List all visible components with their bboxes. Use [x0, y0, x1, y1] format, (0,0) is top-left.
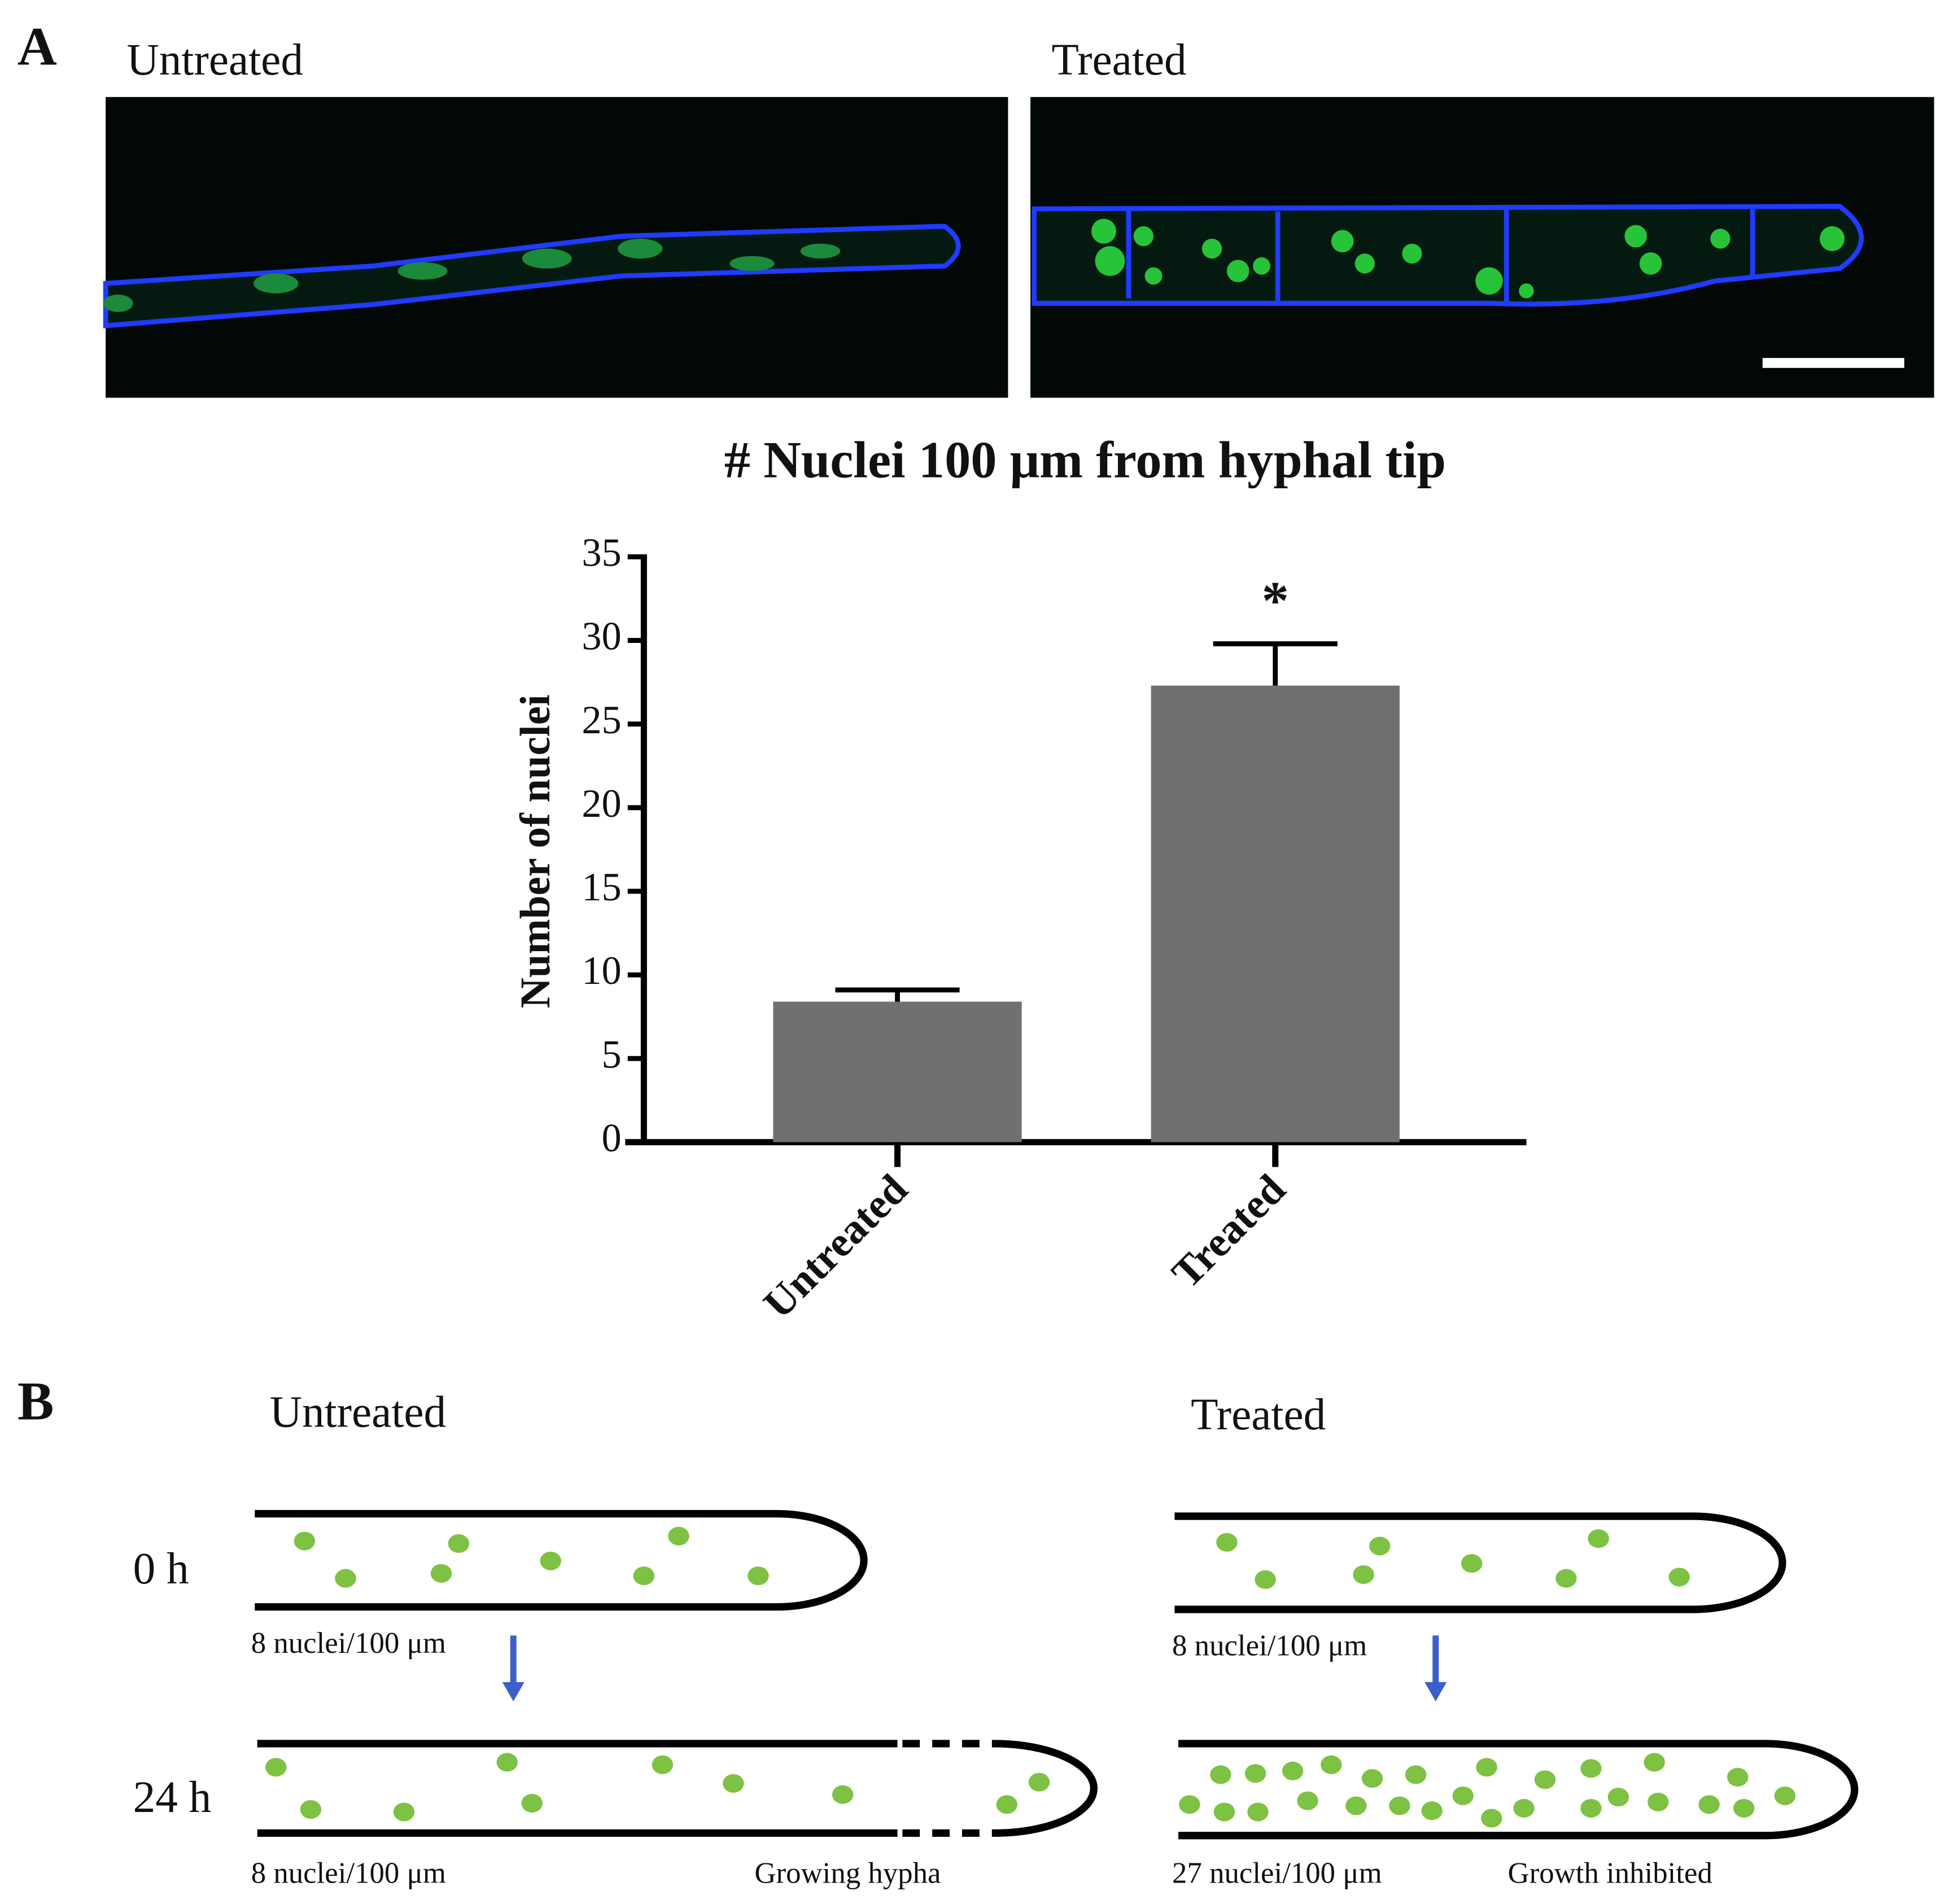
- bar-chart: 0 5 10 15 20 25 30 35 Untreated Treated *: [582, 531, 1400, 1328]
- nucleus: [1345, 1796, 1367, 1815]
- y-tick-label: 20: [582, 782, 621, 826]
- nucleus: [1668, 1568, 1690, 1587]
- time-arrows: [502, 1635, 1447, 1702]
- nucleus: [1282, 1761, 1304, 1780]
- nucleus: [300, 1800, 322, 1819]
- nucleus: [521, 1794, 543, 1813]
- nucleus: [668, 1526, 689, 1546]
- nucleus: [1727, 1767, 1749, 1787]
- nucleus: [448, 1534, 470, 1553]
- nucleus: [1580, 1798, 1602, 1818]
- nucleus: [294, 1531, 316, 1551]
- y-tick-label: 30: [582, 615, 621, 659]
- nucleus: [633, 1566, 655, 1586]
- hypha-outlines: [255, 1509, 1859, 1840]
- micrograph-untreated: [103, 97, 1008, 398]
- density-label: 8 nuclei/100 μm: [251, 1857, 446, 1889]
- nucleus: [1513, 1798, 1535, 1818]
- nucleus: [1213, 1802, 1235, 1822]
- nucleus: [265, 1758, 287, 1777]
- nucleus: [1353, 1565, 1374, 1584]
- nucleus: [1555, 1569, 1577, 1588]
- nucleus: [1733, 1798, 1755, 1818]
- density-label: 8 nuclei/100 μm: [1172, 1630, 1367, 1662]
- nucleus: [1648, 1792, 1669, 1811]
- nucleus: [1405, 1765, 1427, 1784]
- diagram-note: Growth inhibited: [1507, 1857, 1712, 1889]
- nucleus: [1580, 1759, 1602, 1778]
- panel-label: B: [18, 1371, 54, 1431]
- y-tick-label: 35: [582, 531, 621, 575]
- y-axis-label: Number of nuclei: [512, 694, 559, 1008]
- density-label: 8 nuclei/100 μm: [251, 1627, 446, 1660]
- time-label: 0 h: [133, 1544, 189, 1594]
- y-tick-label: 25: [582, 698, 621, 742]
- panel-label: A: [18, 16, 57, 77]
- nucleus: [1461, 1554, 1483, 1573]
- nucleus: [748, 1566, 769, 1586]
- nucleus: [1452, 1786, 1474, 1805]
- diagram-title: Treated: [1191, 1390, 1326, 1439]
- nucleus: [1297, 1791, 1318, 1810]
- nucleus: [430, 1564, 452, 1583]
- time-label: 24 h: [133, 1772, 212, 1822]
- nucleus: [1389, 1796, 1410, 1815]
- significance-marker: *: [1262, 570, 1289, 631]
- nucleus: [1369, 1537, 1391, 1556]
- nucleus: [393, 1802, 415, 1822]
- diagram-note: Growing hypha: [754, 1857, 941, 1889]
- nucleus: [1476, 1758, 1497, 1777]
- nucleus: [723, 1774, 744, 1793]
- error-bar: [835, 987, 960, 1002]
- nucleus: [652, 1755, 674, 1774]
- x-tick-label: Untreated: [755, 1166, 917, 1328]
- image-title: Untreated: [127, 35, 303, 85]
- y-tick-label: 5: [602, 1032, 622, 1076]
- nucleus: [1588, 1529, 1609, 1548]
- nucleus: [1321, 1755, 1342, 1774]
- y-tick-label: 0: [602, 1117, 622, 1161]
- y-tick-label: 15: [582, 865, 621, 909]
- nucleus: [1774, 1786, 1796, 1805]
- density-label: 27 nuclei/100 μm: [1172, 1857, 1382, 1889]
- chart-title: # Nuclei 100 μm from hyphal tip: [724, 431, 1446, 489]
- nucleus: [1210, 1765, 1231, 1784]
- nucleus: [996, 1795, 1017, 1814]
- nucleus: [1534, 1770, 1556, 1789]
- nucleus: [1607, 1788, 1629, 1807]
- image-title: Treated: [1051, 35, 1186, 85]
- y-tick-label: 10: [582, 949, 621, 993]
- nucleus: [540, 1551, 561, 1570]
- nucleus: [1421, 1801, 1443, 1820]
- nucleus: [1481, 1809, 1502, 1828]
- nucleus: [832, 1785, 854, 1804]
- nucleus: [1361, 1769, 1383, 1788]
- micrograph-treated: [1030, 97, 1934, 398]
- diagram-title: Untreated: [270, 1387, 446, 1437]
- nucleus: [496, 1753, 518, 1772]
- nucleus: [1255, 1570, 1276, 1589]
- nucleus: [1216, 1533, 1238, 1552]
- nucleus: [1698, 1795, 1720, 1814]
- nucleus: [1247, 1802, 1269, 1822]
- nucleus: [335, 1569, 356, 1588]
- nucleus: [1644, 1753, 1665, 1772]
- nucleus: [1244, 1764, 1266, 1783]
- nucleus: [1028, 1772, 1050, 1792]
- x-tick-label: Treated: [1163, 1166, 1295, 1297]
- bar: [1151, 685, 1400, 1143]
- nuclei-dots: [265, 1526, 1796, 1828]
- nucleus: [1179, 1795, 1200, 1814]
- bar: [773, 1001, 1022, 1143]
- error-bar: [1213, 641, 1338, 686]
